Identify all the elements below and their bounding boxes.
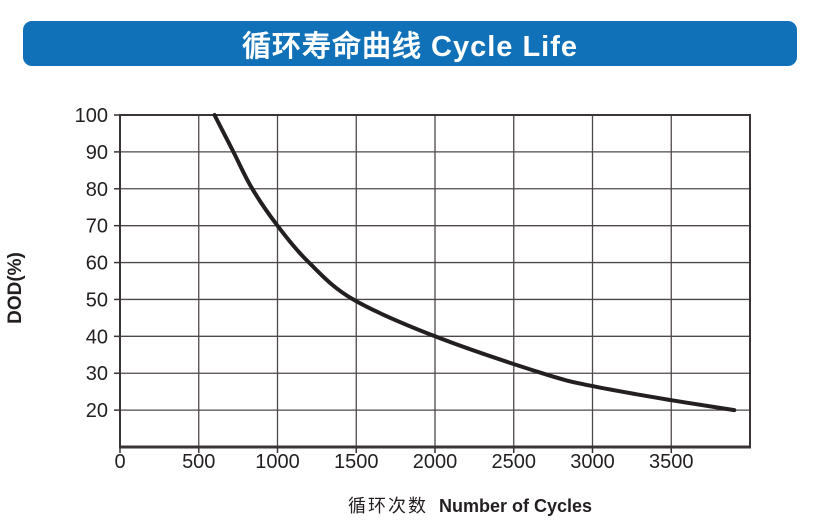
x-tick-label: 2000 [413,451,458,473]
x-tick-label: 1000 [255,451,300,473]
y-tick-label: 40 [86,326,108,348]
x-tick-label: 500 [182,451,215,473]
y-tick-label: 60 [86,253,108,275]
y-tick-label: 20 [86,400,108,422]
y-tick-label: 90 [86,142,108,164]
y-tick-label: 80 [86,179,108,201]
title-banner: 循环寿命曲线 Cycle Life [23,21,797,66]
x-axis-title-zh: 循环次数 [347,496,428,516]
x-axis-title-en: Number of Cycles [438,496,593,516]
cycle-life-curve [212,113,737,413]
x-tick-label: 0 [114,451,125,473]
y-tick-label: 50 [86,289,108,311]
y-axis-title: DOD(%) [5,252,26,324]
x-tick-label: 3000 [570,451,615,473]
x-axis-title: 循环次数 Number of Cycles [125,492,815,518]
x-tick-label: 2500 [492,451,537,473]
page-title: 循环寿命曲线 Cycle Life [241,30,579,63]
y-tick-label: 70 [86,216,108,238]
x-tick-label: 1500 [334,451,379,473]
x-tick-label: 3500 [649,451,694,473]
y-tick-label: 30 [86,363,108,385]
y-tick-label: 100 [75,105,108,127]
